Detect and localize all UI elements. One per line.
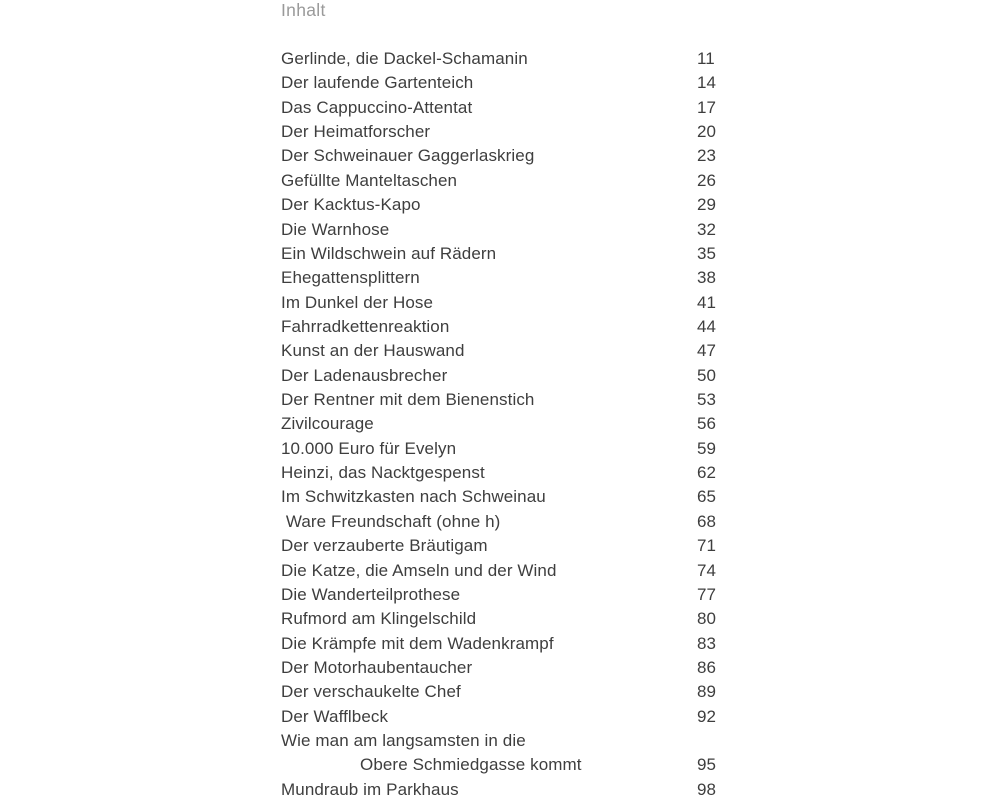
toc-entry: Ein Wildschwein auf Rädern 35 [281,242,721,266]
page-number: 65 [697,487,716,507]
toc-entry: Obere Schmiedgasse kommt 95 [281,753,721,777]
chapter-title: Kunst an der Hauswand [281,341,465,361]
chapter-title: Der verschaukelte Chef [281,682,461,702]
toc-entry: Wie man am langsamsten in die [281,729,721,753]
toc-entry: Der Kacktus-Kapo 29 [281,193,721,217]
chapter-title: Fahrradkettenreaktion [281,316,450,336]
chapter-title: Mundraub im Parkhaus [281,779,459,799]
page-number: 71 [697,536,716,556]
toc-entry: Heinzi, das Nacktgespenst 62 [281,461,721,485]
chapter-title: Der laufende Gartenteich [281,73,474,93]
toc-entry: Kunst an der Hauswand 47 [281,339,721,363]
chapter-title: Der verzauberte Bräutigam [281,536,488,556]
toc-entry: Die Wanderteilprothese 77 [281,583,721,607]
page-number: 20 [697,122,716,142]
toc-entry: Der Heimatforscher 20 [281,120,721,144]
page-number: 47 [697,341,716,361]
page-number: 38 [697,268,716,288]
toc-entry: Ware Freundschaft (ohne h) 68 [281,510,721,534]
toc-entry: Mundraub im Parkhaus 98 [281,778,721,800]
toc-entry: Im Schwitzkasten nach Schweinau 65 [281,485,721,509]
chapter-title: 10.000 Euro für Evelyn [281,438,457,458]
chapter-title: Der Wafflbeck [281,706,389,726]
page-number: 29 [697,195,716,215]
toc-entry: Der verschaukelte Chef 89 [281,680,721,704]
chapter-title: Der Rentner mit dem Bienenstich [281,390,535,410]
page-number: 83 [697,633,716,653]
page-number: 35 [697,243,716,263]
chapter-title: Rufmord am Klingelschild [281,609,477,629]
toc-entry: Der Schweinauer Gaggerlaskrieg 23 [281,144,721,168]
chapter-title: Die Warnhose [281,219,390,239]
page-number: 92 [697,706,716,726]
toc-entry: Der Motorhaubentaucher 86 [281,656,721,680]
page-number: 59 [697,438,716,458]
page-number: 98 [697,779,716,799]
chapter-title: Die Krämpfe mit dem Wadenkrampf [281,633,554,653]
page-number: 23 [697,146,716,166]
toc-entry: Der Ladenausbrecher 50 [281,364,721,388]
chapter-title: Gefüllte Manteltaschen [281,170,458,190]
chapter-title: Obere Schmiedgasse kommt [360,755,582,775]
page-number: 68 [697,511,716,531]
chapter-title: Gerlinde, die Dackel-Schamanin [281,49,528,68]
page-number: 53 [697,390,716,410]
page-title: Inhalt [281,0,326,20]
toc-entry: Im Dunkel der Hose 41 [281,291,721,315]
chapter-title: Im Dunkel der Hose [281,292,434,312]
chapter-title: Der Heimatforscher [281,122,431,142]
page-number: 14 [697,73,716,93]
page-number: 80 [697,609,716,629]
chapter-title: Ein Wildschwein auf Rädern [281,243,497,263]
chapter-title: Ehegattensplittern [281,268,420,288]
toc-entry: Rufmord am Klingelschild 80 [281,607,721,631]
chapter-title: Die Wanderteilprothese [281,584,461,604]
chapter-title: Heinzi, das Nacktgespenst [281,463,485,483]
page-number: 62 [697,463,716,483]
chapter-title: Das Cappuccino-Attentat [281,97,473,117]
page-number: 41 [697,292,716,312]
toc-entry: Der Wafflbeck 92 [281,705,721,729]
toc-entry: Die Warnhose 32 [281,218,721,242]
chapter-title: Ware Freundschaft (ohne h) [281,511,501,531]
page-number: 50 [697,365,716,385]
chapter-title: Der Ladenausbrecher [281,365,448,385]
page-number: 95 [697,755,716,775]
page-number: 26 [697,170,716,190]
chapter-title: Der Kacktus-Kapo [281,195,421,215]
toc-entry: Gefüllte Manteltaschen 26 [281,169,721,193]
chapter-title: Die Katze, die Amseln und der Wind [281,560,557,580]
toc-entry: Fahrradkettenreaktion 44 [281,315,721,339]
toc-entry: Ehegattensplittern 38 [281,266,721,290]
page-number: 89 [697,682,716,702]
toc-entry: Der laufende Gartenteich 14 [281,71,721,95]
page-number: 77 [697,584,716,604]
page-number: 56 [697,414,716,434]
chapter-title: Wie man am langsamsten in die [281,731,526,751]
toc-list: Gerlinde, die Dackel-Schamanin 11 Der la… [281,47,721,800]
toc-entry: Zivilcourage 56 [281,412,721,436]
page-number: 17 [697,97,716,117]
page-number: 44 [697,316,716,336]
toc-entry: Das Cappuccino-Attentat 17 [281,96,721,120]
chapter-title: Zivilcourage [281,414,374,434]
toc-entry: Die Krämpfe mit dem Wadenkrampf 83 [281,632,721,656]
toc-entry: Gerlinde, die Dackel-Schamanin 11 [281,47,721,71]
chapter-title: Der Schweinauer Gaggerlaskrieg [281,146,535,166]
page-number: 32 [697,219,716,239]
toc-entry: Der Rentner mit dem Bienenstich 53 [281,388,721,412]
chapter-title: Der Motorhaubentaucher [281,657,473,677]
chapter-title: Im Schwitzkasten nach Schweinau [281,487,546,507]
toc-entry: Der verzauberte Bräutigam 71 [281,534,721,558]
page-number: 11 [697,49,715,68]
toc-entry: 10.000 Euro für Evelyn 59 [281,437,721,461]
page-number: 86 [697,657,716,677]
toc-entry: Die Katze, die Amseln und der Wind 74 [281,559,721,583]
page-number: 74 [697,560,716,580]
